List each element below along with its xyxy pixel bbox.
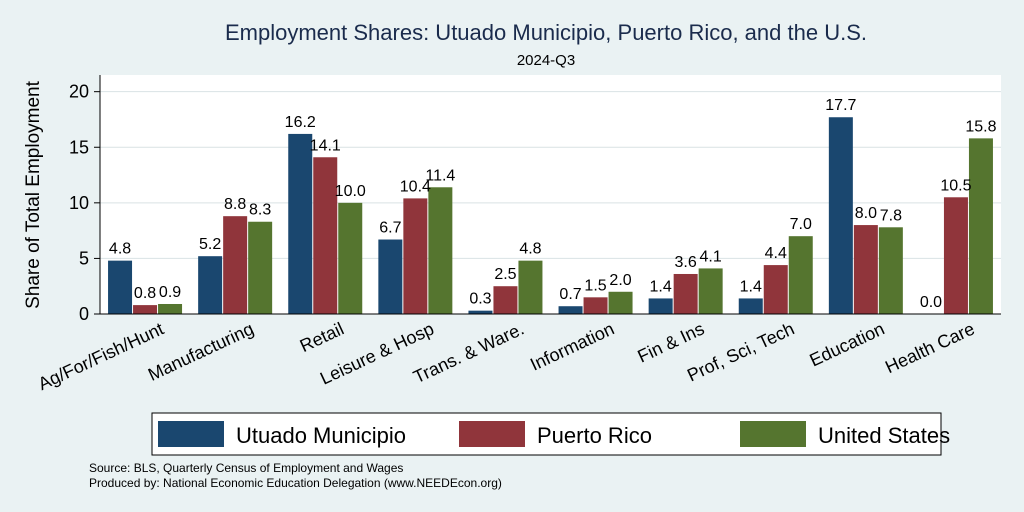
bar xyxy=(763,265,788,314)
legend-label: Utuado Municipio xyxy=(236,423,406,448)
data-label: 0.0 xyxy=(920,294,942,311)
bar xyxy=(648,298,673,314)
data-label: 11.4 xyxy=(425,167,455,184)
bar xyxy=(943,197,968,314)
chart-title: Employment Shares: Utuado Municipio, Pue… xyxy=(225,20,867,45)
source-line: Source: BLS, Quarterly Census of Employm… xyxy=(89,461,403,475)
data-label: 0.7 xyxy=(559,286,581,303)
data-label: 10.5 xyxy=(940,177,971,194)
y-tick-label: 5 xyxy=(79,248,89,268)
data-label: 16.2 xyxy=(285,114,316,131)
legend-label: Puerto Rico xyxy=(537,423,652,448)
bar xyxy=(428,187,453,314)
data-label: 0.3 xyxy=(469,291,491,308)
data-label: 8.0 xyxy=(855,205,877,222)
data-label: 6.7 xyxy=(379,220,401,237)
bar xyxy=(788,236,813,314)
data-label: 10.0 xyxy=(335,183,366,200)
legend-swatch xyxy=(158,421,224,447)
y-tick-label: 15 xyxy=(69,137,89,157)
bar xyxy=(133,305,158,314)
data-label: 17.7 xyxy=(825,97,856,114)
bar xyxy=(853,225,878,314)
y-tick-label: 20 xyxy=(69,82,89,102)
data-label: 4.1 xyxy=(700,248,722,265)
data-label: 8.8 xyxy=(224,196,246,213)
bar xyxy=(198,256,223,314)
bar xyxy=(673,273,698,314)
bar xyxy=(248,221,273,314)
bar xyxy=(403,198,428,314)
data-labels-group: 4.8 0.8 0.9 5.2 8.8 8.3 16.2 14.1 10.0 6.7 10.411.… xyxy=(109,97,997,311)
data-label: 2.5 xyxy=(494,266,516,283)
legend-box xyxy=(151,412,942,456)
bar xyxy=(828,117,853,315)
y-ticks-group: 0 5 10 15 20 xyxy=(69,82,100,324)
produced-by-line: Produced by: National Economic Education… xyxy=(89,476,502,490)
data-label: 0.9 xyxy=(159,284,181,301)
data-label: 2.0 xyxy=(609,272,631,289)
data-label: 4.4 xyxy=(765,245,787,262)
y-tick-label: 0 xyxy=(79,304,89,324)
data-label: 4.8 xyxy=(109,241,131,258)
data-label: 1.5 xyxy=(584,277,606,294)
bar xyxy=(223,216,248,314)
legend-label: United States xyxy=(818,423,950,448)
bar xyxy=(698,268,723,314)
bars-group xyxy=(108,117,993,315)
bar xyxy=(468,310,493,314)
bar xyxy=(738,298,763,314)
data-label: 1.4 xyxy=(740,278,762,295)
bar xyxy=(158,303,183,314)
legend-swatch xyxy=(459,421,525,447)
data-label: 15.8 xyxy=(965,118,996,135)
bar xyxy=(583,297,608,314)
y-tick-label: 10 xyxy=(69,193,89,213)
data-label: 7.8 xyxy=(880,207,902,224)
bar xyxy=(558,306,583,314)
chart-subtitle: 2024-Q3 xyxy=(517,52,575,69)
bar xyxy=(313,157,338,314)
bar xyxy=(338,202,363,314)
data-label: 4.8 xyxy=(519,241,541,258)
legend-swatch xyxy=(740,421,806,447)
data-label: 10.4 xyxy=(400,178,431,195)
y-axis-label: Share of Total Employment xyxy=(23,80,44,308)
data-label: 7.0 xyxy=(790,216,812,233)
data-label: 3.6 xyxy=(675,254,697,271)
data-label: 0.8 xyxy=(134,285,156,302)
data-label: 5.2 xyxy=(199,236,221,253)
bar xyxy=(378,239,403,314)
bar xyxy=(608,291,633,314)
data-label: 8.3 xyxy=(249,202,271,219)
bar xyxy=(878,227,903,314)
data-label: 14.1 xyxy=(310,137,341,154)
bar xyxy=(493,286,518,314)
bar xyxy=(288,133,313,314)
legend: Utuado Municipio Puerto Rico United States xyxy=(158,421,950,448)
bar xyxy=(968,138,993,314)
bar xyxy=(108,260,133,314)
bar xyxy=(518,260,543,314)
data-label: 1.4 xyxy=(650,278,672,295)
